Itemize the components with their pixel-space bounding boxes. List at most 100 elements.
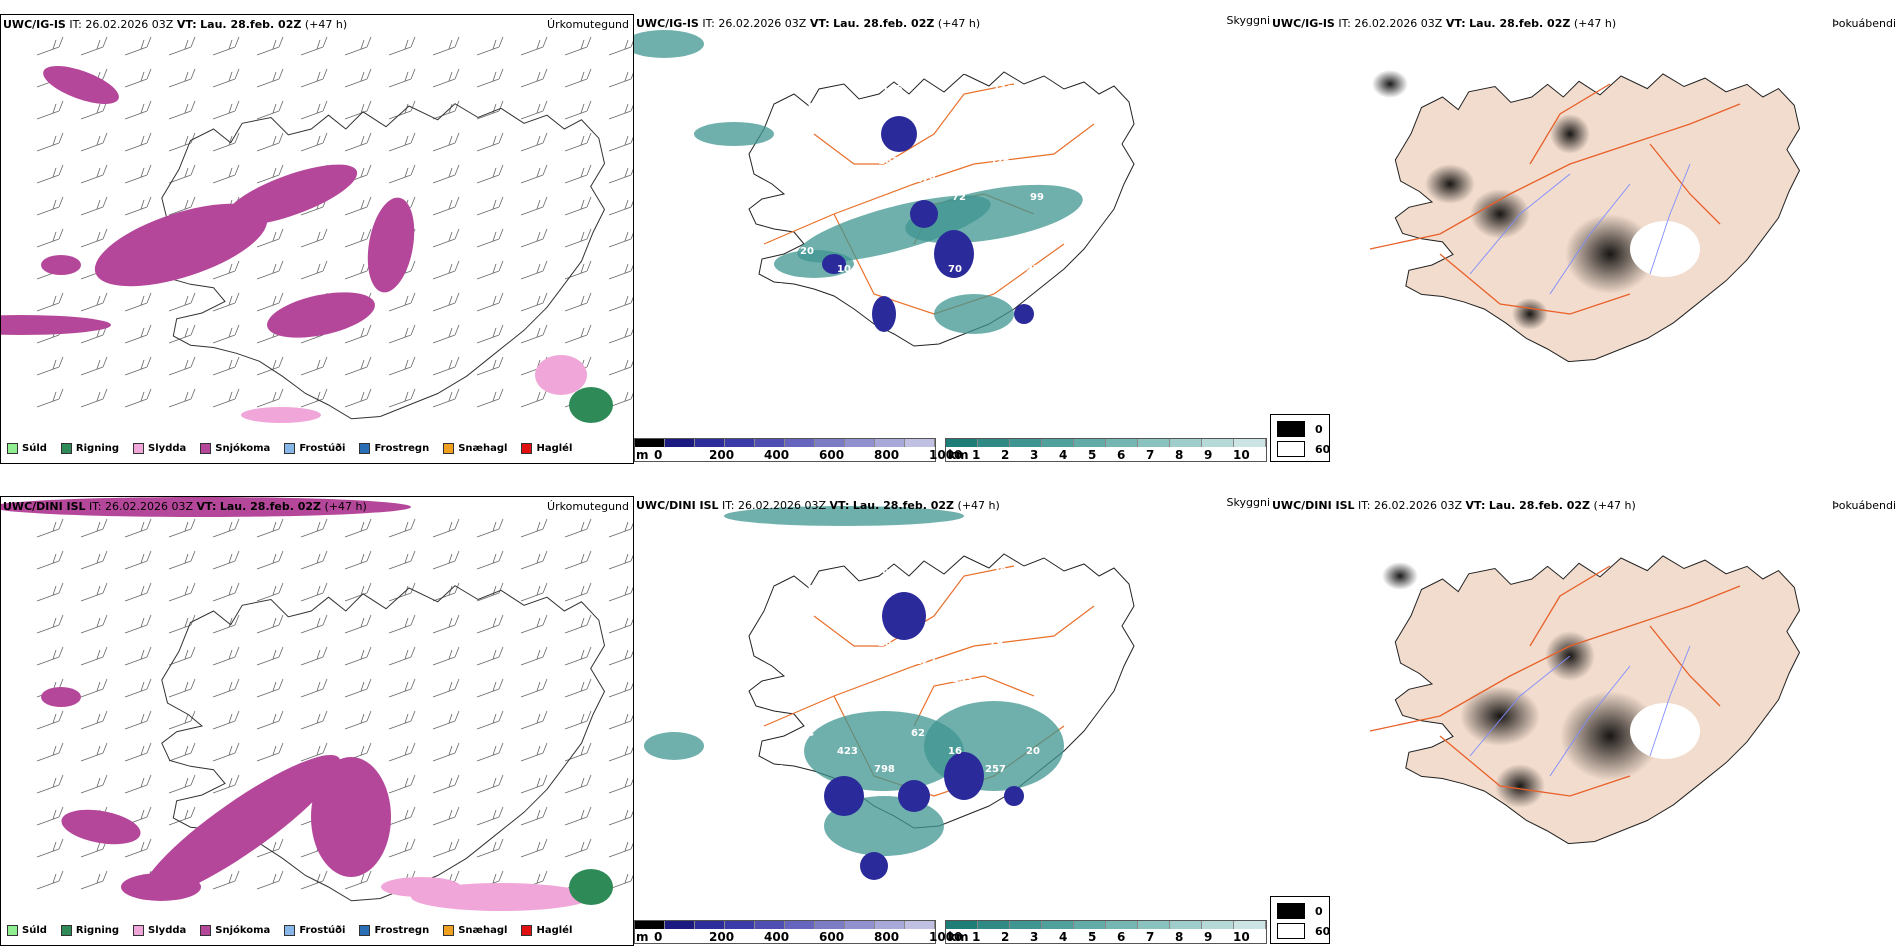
colorbar-segment	[1010, 439, 1042, 447]
fog-key-row: 0	[1277, 903, 1323, 919]
ceiling-value: 16	[948, 746, 962, 757]
colorbar-segment	[1170, 921, 1202, 929]
panel-title: UWC/DINI ISL IT: 26.02.2026 03Z VT: Lau.…	[1272, 499, 1636, 512]
legend-swatch	[133, 443, 145, 454]
legend-item: Snæhagl	[443, 443, 507, 454]
visibility-tick: 2	[1001, 448, 1010, 462]
ceiling-value: 70	[948, 264, 962, 275]
panel-title: UWC/IG-IS IT: 26.02.2026 03Z VT: Lau. 28…	[636, 17, 981, 30]
colorbar-segment	[785, 439, 815, 447]
ceiling-value: 31	[804, 656, 818, 667]
visibility-tick: 7	[1146, 930, 1155, 944]
ceiling-value: 909	[808, 102, 829, 113]
fog-key-label: 0	[1315, 904, 1323, 918]
visibility-tick: 10	[1233, 930, 1250, 944]
legend-swatch	[200, 443, 212, 454]
ceiling-value: 12	[734, 66, 748, 77]
ceiling-colorbar	[634, 920, 936, 944]
fog-map	[1369, 70, 1801, 363]
legend-label: Snæhagl	[458, 443, 508, 454]
colorbar-segment	[1074, 921, 1106, 929]
fog-key-swatch	[1277, 923, 1305, 939]
ceiling-value: 700	[771, 84, 792, 95]
ceiling-value: 161	[878, 156, 899, 167]
cloud-panel-row2: UWC/DINI ISL IT: 26.02.2026 03Z VT: Lau.…	[634, 496, 1270, 946]
visibility-unit: km	[948, 448, 969, 462]
legend-label: Haglél	[536, 925, 573, 936]
iceland-outline	[161, 103, 606, 420]
ceiling-tick: 800	[874, 448, 900, 462]
ceiling-value: 122	[915, 656, 936, 667]
ceiling-tick: 200	[709, 930, 735, 944]
legend-swatch	[60, 443, 72, 454]
fog-key-swatch	[1277, 441, 1305, 457]
colorbar-segment	[978, 439, 1010, 447]
colorbar-segment	[1074, 439, 1106, 447]
legend-label: Slydda	[148, 443, 187, 454]
fog-key: 0 60	[1270, 414, 1330, 462]
ceiling-value: 84	[800, 728, 814, 739]
legend-item: Haglél	[521, 443, 572, 454]
visibility-tick: 6	[1117, 448, 1126, 462]
sleet-area	[241, 355, 613, 423]
visibility-tick: 8	[1175, 448, 1184, 462]
ceiling-value: 99	[1030, 192, 1044, 203]
cloud-map: 965 11 99 165 69 111 97 79 99 85 31 87 28 122 133 79 20 2…	[644, 506, 1135, 880]
panel-name: Þokuábendi	[1832, 17, 1896, 30]
legend-swatch	[133, 925, 145, 936]
ceiling-value: 133	[952, 674, 973, 685]
colorbar-segment	[875, 439, 905, 447]
ceiling-tick: 0	[654, 448, 663, 462]
rivers	[1469, 163, 1691, 295]
colorbar-segment	[725, 921, 755, 929]
ceiling-value: 179	[915, 174, 936, 185]
legend-item: Rigning	[60, 925, 119, 936]
colorbar-segment	[905, 439, 935, 447]
ceiling-value: 81	[845, 66, 859, 77]
legend-swatch	[200, 925, 212, 936]
colorbar-segment	[1042, 439, 1074, 447]
ceiling-colorbar-segments	[635, 921, 935, 929]
visibility-colorbar-segments	[946, 921, 1266, 929]
legend-label: Snjókoma	[215, 925, 271, 936]
panel-title: UWC/DINI ISL IT: 26.02.2026 03Z VT: Lau.…	[636, 499, 1000, 512]
legend-label: Frostúði	[299, 925, 346, 936]
colorbar-segment	[1202, 439, 1234, 447]
legend-item: Snjókoma	[200, 925, 270, 936]
ceiling-value: 403	[841, 192, 862, 203]
ceiling-value: 85	[767, 638, 781, 649]
ceiling-value: 257	[985, 764, 1006, 775]
ceiling-value: 326	[989, 156, 1010, 167]
legend-item: Slydda	[133, 925, 186, 936]
iceland-outline	[161, 585, 606, 902]
road-network	[1369, 565, 1741, 797]
fog-panel-row2: UWC/DINI ISL IT: 26.02.2026 03Z VT: Lau.…	[1270, 496, 1900, 946]
legend-item: Slydda	[133, 443, 186, 454]
legend-label: Rigning	[75, 443, 120, 454]
ceiling-value: 20	[800, 246, 814, 257]
fog-key-swatch	[1277, 903, 1305, 919]
ceiling-value: 11	[771, 566, 785, 577]
ceiling-tick: 0	[654, 930, 663, 944]
colorbar-segment	[755, 921, 785, 929]
ceiling-value: 97	[956, 548, 970, 559]
cloud-panel-row1: UWC/IG-IS IT: 26.02.2026 03Z VT: Lau. 28…	[634, 14, 1270, 464]
panel-name: Úrkomutegund	[547, 500, 629, 513]
precip-legend: Súld Rigning Slydda Snjókoma Frostúði Frostre…	[7, 443, 572, 454]
ceiling-value: 41	[874, 282, 888, 293]
panel-name: Þokuábendi	[1832, 499, 1896, 512]
wind-barbs	[36, 36, 633, 408]
panel-title: UWC/DINI ISL IT: 26.02.2026 03Z VT: Lau.…	[3, 500, 367, 513]
ceiling-value: 111	[919, 102, 940, 113]
ceiling-value: 62	[911, 728, 925, 739]
visibility-tick: 3	[1030, 448, 1039, 462]
colorbar-segment	[905, 921, 935, 929]
colorbar-segment	[635, 439, 665, 447]
fog-key: 0 60	[1270, 896, 1330, 944]
legend-item: Frostregn	[359, 443, 429, 454]
colorbar-segment	[695, 921, 725, 929]
fog-key-label: 60	[1315, 924, 1331, 938]
visibility-tick: 9	[1204, 930, 1213, 944]
colorbar-segment	[1202, 921, 1234, 929]
ceiling-tick: 600	[819, 448, 845, 462]
